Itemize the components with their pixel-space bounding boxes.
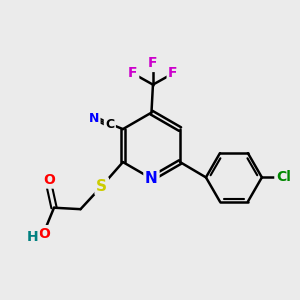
Text: F: F <box>128 66 138 80</box>
Text: F: F <box>168 66 178 80</box>
Text: O: O <box>43 173 55 187</box>
Text: H: H <box>26 230 38 244</box>
Text: O: O <box>39 226 50 241</box>
Text: C: C <box>105 118 114 131</box>
Text: N: N <box>145 171 158 186</box>
Text: S: S <box>96 179 107 194</box>
Text: Cl: Cl <box>276 170 291 184</box>
Text: F: F <box>148 56 158 70</box>
Text: N: N <box>89 112 99 125</box>
